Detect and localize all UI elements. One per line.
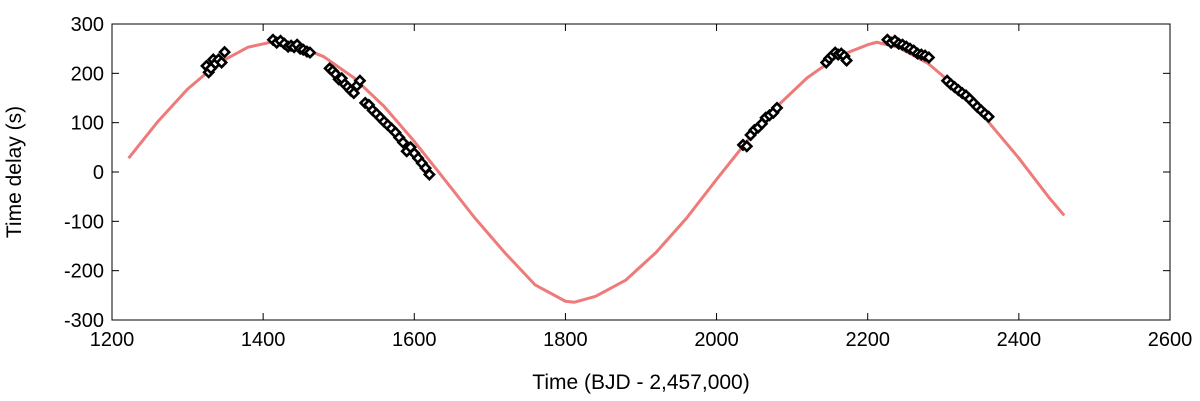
model-curve (127, 40, 1066, 304)
data-point (982, 110, 996, 124)
axes: 1200 1400 1600 1800 2000 2200 2400 2600-300-200… (64, 14, 1192, 351)
y-tick-label: -100 (64, 211, 104, 233)
data-point (303, 46, 317, 60)
data-points-layer (200, 33, 996, 181)
data-point (422, 168, 436, 181)
data-point (218, 45, 232, 59)
data-point (840, 54, 854, 67)
data-point (770, 101, 784, 115)
x-axis-label: Time (BJD - 2,457,000) (532, 371, 749, 394)
y-tick-label: 300 (71, 14, 104, 36)
y-tick-label: -300 (64, 310, 104, 332)
model-curve-layer (127, 40, 1066, 304)
data-point (353, 74, 367, 88)
data-point (396, 135, 410, 149)
x-tick-label: 2400 (997, 329, 1042, 351)
data-point (740, 139, 754, 153)
y-axis-label: Time delay (s) (3, 106, 26, 238)
x-tick-label: 2200 (845, 329, 890, 351)
plot-frame (111, 23, 1171, 321)
x-tick-label: 1800 (543, 329, 588, 351)
x-tick-label: 1600 (392, 329, 437, 351)
y-tick-label: 100 (71, 113, 104, 135)
y-tick-label: -200 (64, 261, 104, 283)
x-tick-label: 1200 (90, 329, 135, 351)
data-point (922, 51, 936, 64)
x-tick-label: 2600 (1148, 329, 1193, 351)
y-tick-label: 200 (71, 63, 104, 85)
x-tick-label: 2000 (694, 329, 739, 351)
x-tick-label: 1400 (241, 329, 286, 351)
y-tick-label: 0 (93, 162, 104, 184)
data-point (215, 56, 229, 69)
